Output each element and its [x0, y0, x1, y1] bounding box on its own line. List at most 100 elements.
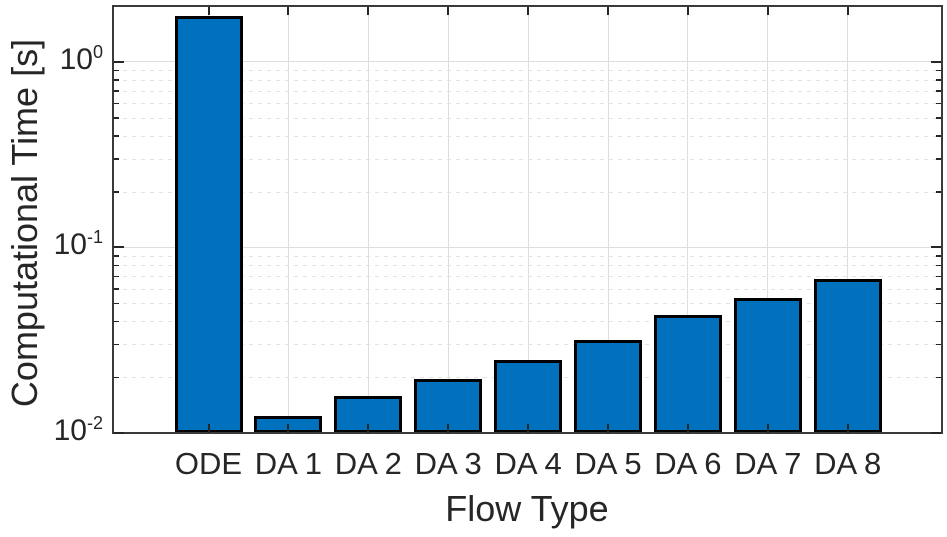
minor-gridline: [114, 288, 941, 290]
minor-gridline: [114, 344, 941, 346]
y-minor-tick-mark: [114, 320, 119, 323]
major-gridline: [114, 61, 941, 63]
y-minor-tick-mark: [114, 69, 119, 72]
y-minor-tick-mark: [114, 102, 119, 105]
y-minor-tick-mark: [114, 264, 119, 267]
major-gridline: [114, 246, 941, 248]
bar-da-6: [653, 315, 722, 433]
x-axis-label: Flow Type: [445, 488, 609, 529]
y-minor-tick-mark-right: [936, 69, 941, 72]
y-tick-mark: [114, 60, 124, 63]
y-minor-tick-mark-right: [936, 79, 941, 81]
x-tick-mark: [527, 424, 530, 433]
x-tick-mark: [447, 424, 450, 433]
x-tick-label: DA 8: [814, 446, 882, 481]
x-tick-label: ODE: [174, 446, 243, 481]
x-tick-mark: [367, 424, 370, 433]
y-tick-mark-right: [931, 246, 941, 249]
bar-da-5: [574, 339, 642, 433]
x-tick-mark-top: [766, 7, 769, 15]
y-minor-tick-mark: [114, 302, 119, 305]
x-tick-label: DA 2: [334, 446, 402, 481]
y-minor-tick-mark: [114, 90, 119, 92]
y-minor-tick-mark: [114, 79, 119, 81]
minor-gridline: [114, 303, 941, 305]
x-tick-label: DA 7: [734, 446, 802, 481]
vertical-gridline: [447, 6, 449, 433]
y-minor-tick-mark: [114, 343, 119, 346]
y-minor-tick-mark-right: [936, 90, 941, 92]
x-tick-mark: [686, 424, 689, 433]
x-tick-mark: [846, 424, 849, 433]
x-tick-mark: [287, 424, 290, 433]
x-tick-mark-top: [447, 7, 450, 15]
x-tick-mark-top: [287, 7, 290, 15]
y-minor-tick-mark-right: [936, 191, 941, 193]
y-tick-label: 10-1: [53, 227, 103, 262]
y-minor-tick-mark-right: [936, 158, 941, 160]
y-minor-tick-mark-right: [936, 255, 941, 257]
x-tick-label: DA 5: [574, 446, 642, 481]
y-minor-tick-mark: [114, 376, 119, 379]
y-tick-mark-right: [931, 432, 941, 434]
vertical-gridline: [607, 6, 609, 433]
x-tick-mark: [207, 424, 210, 433]
minor-gridline: [114, 90, 941, 92]
y-minor-tick-mark-right: [936, 135, 941, 137]
x-tick-mark-top: [527, 7, 530, 15]
x-tick-mark: [607, 424, 609, 433]
minor-gridline: [114, 255, 941, 257]
y-tick-label: 10-2: [53, 413, 103, 447]
y-minor-tick-mark-right: [936, 288, 941, 290]
y-minor-tick-mark: [114, 117, 119, 119]
x-tick-mark-top: [607, 7, 609, 15]
y-minor-tick-mark: [114, 191, 119, 193]
x-tick-label: DA 3: [414, 446, 482, 481]
vertical-gridline: [527, 6, 529, 433]
y-minor-tick-mark-right: [936, 102, 941, 105]
y-minor-tick-mark: [114, 275, 119, 278]
minor-gridline: [114, 191, 941, 193]
y-minor-tick-mark-right: [936, 343, 941, 346]
minor-gridline: [114, 117, 941, 119]
x-tick-mark-top: [207, 7, 210, 15]
x-tick-label: DA 4: [494, 446, 562, 481]
vertical-gridline: [687, 6, 689, 433]
minor-gridline: [114, 276, 941, 278]
bar-ode: [174, 15, 243, 433]
x-tick-mark-top: [846, 7, 849, 15]
y-tick-mark: [114, 246, 124, 249]
x-tick-label: DA 6: [654, 446, 722, 481]
minor-gridline: [114, 79, 941, 81]
y-minor-tick-mark-right: [936, 117, 941, 119]
minor-gridline: [114, 103, 941, 105]
y-minor-tick-mark-right: [936, 264, 941, 267]
y-minor-tick-mark-right: [936, 376, 941, 379]
plot-frame: [112, 5, 943, 434]
y-tick-label: 100: [59, 41, 103, 76]
vertical-gridline: [367, 6, 369, 433]
vertical-gridline: [847, 6, 849, 433]
vertical-gridline: [287, 6, 289, 433]
y-minor-tick-mark-right: [936, 275, 941, 278]
x-tick-mark: [766, 424, 769, 433]
x-tick-mark-top: [686, 7, 689, 15]
minor-gridline: [114, 135, 941, 137]
y-minor-tick-mark: [114, 255, 119, 257]
y-tick-mark-right: [931, 60, 941, 63]
vertical-gridline: [767, 6, 769, 433]
minor-gridline: [114, 321, 941, 323]
y-minor-tick-mark-right: [936, 302, 941, 305]
minor-gridline: [114, 158, 941, 160]
y-minor-tick-mark: [114, 135, 119, 137]
y-minor-tick-mark: [114, 288, 119, 290]
bar-da-8: [813, 278, 882, 433]
y-axis-label: Computational Time [s]: [4, 38, 45, 408]
y-minor-tick-mark-right: [936, 320, 941, 323]
y-minor-tick-mark: [114, 158, 119, 160]
y-tick-mark: [114, 432, 124, 434]
x-tick-mark-top: [367, 7, 370, 15]
minor-gridline: [114, 265, 941, 267]
x-tick-label: DA 1: [254, 446, 322, 481]
